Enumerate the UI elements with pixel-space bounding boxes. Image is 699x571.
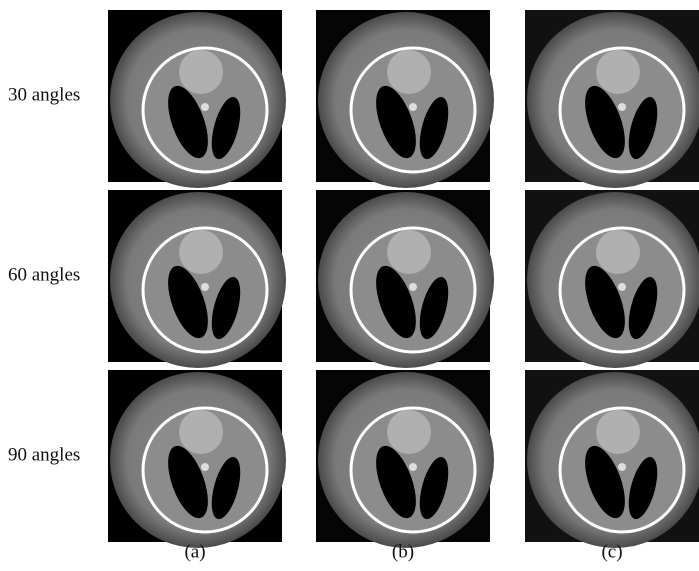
left-ellipse [376,85,416,159]
bright-spot [409,283,417,291]
bright-spot [618,283,626,291]
bright-spot [618,103,626,111]
reconstruction-image [316,10,494,188]
row-label: 30 angles [8,84,80,105]
left-ellipse [585,85,625,159]
phantom-head [387,410,431,454]
left-ellipse [168,445,208,519]
phantom-head [179,50,223,94]
phantom-head [596,50,640,94]
bright-spot [409,103,417,111]
bright-spot [201,283,209,291]
left-ellipse [376,265,416,339]
right-ellipse [211,96,241,160]
bright-spot [201,463,209,471]
phantom-head [179,410,223,454]
right-ellipse [419,276,449,340]
outer-ring [141,226,269,354]
outer-ring [349,226,477,354]
reconstruction-image [316,370,494,548]
left-ellipse [585,445,625,519]
left-ellipse [168,85,208,159]
left-ellipse [376,445,416,519]
reconstruction-image [525,190,699,368]
left-ellipse [585,265,625,339]
bright-spot [618,463,626,471]
phantom-head [179,230,223,274]
right-ellipse [628,456,658,520]
reconstruction-image [108,10,286,188]
outer-ring [141,46,269,174]
outer-ring [349,406,477,534]
right-ellipse [628,276,658,340]
row-label: 60 angles [8,264,80,285]
right-ellipse [419,96,449,160]
phantom-head [596,230,640,274]
bright-spot [201,103,209,111]
outer-ring [141,406,269,534]
reconstruction-image [316,190,494,368]
phantom-head [596,410,640,454]
column-label: (c) [601,541,622,562]
outer-ring [558,406,686,534]
outer-ring [558,226,686,354]
outer-ring [558,46,686,174]
phantom-head [387,50,431,94]
column-label: (b) [392,541,414,562]
right-ellipse [628,96,658,160]
row-label: 90 angles [8,444,80,465]
phantom-head [387,230,431,274]
reconstruction-image [525,370,699,548]
reconstruction-image [108,370,286,548]
bright-spot [409,463,417,471]
left-ellipse [168,265,208,339]
right-ellipse [211,276,241,340]
right-ellipse [211,456,241,520]
column-label: (a) [184,541,205,562]
outer-ring [349,46,477,174]
reconstruction-image [108,190,286,368]
right-ellipse [419,456,449,520]
reconstruction-image [525,10,699,188]
